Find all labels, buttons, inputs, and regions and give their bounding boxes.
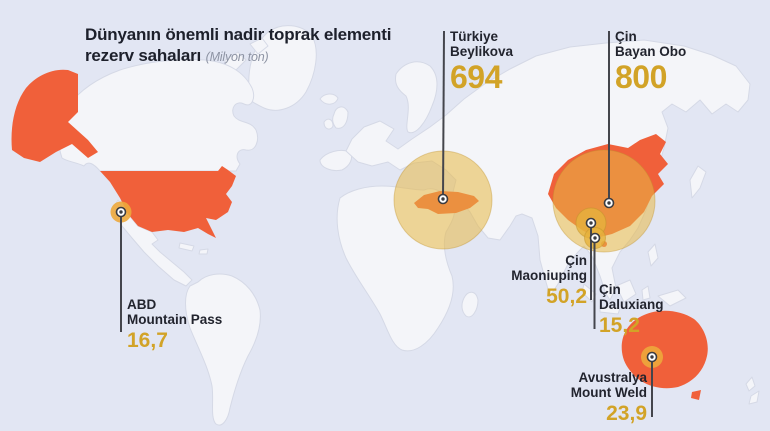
title-line2: rezerv sahaları (Milyon ton) [85,46,269,65]
island-cuba [178,242,195,252]
island-iceland [319,93,339,105]
europe-iberia [319,149,353,171]
country-usa-highlight [100,166,236,238]
continent-south-america [185,273,261,426]
island-ireland [323,118,334,130]
site-value: 16,7 [127,329,168,352]
island-hispaniola [198,248,209,255]
title-unit: (Milyon ton) [205,50,269,64]
site-country: Çin [599,282,621,297]
marker-mountain-pass [115,206,127,218]
island-java [599,305,621,315]
site-country: Çin [615,29,637,44]
marker-maoniuping [585,217,597,229]
marker-beylikova [437,193,449,205]
island-sulawesi [641,285,651,301]
country-australia-highlight [621,310,708,389]
marker-mount-weld [646,351,658,363]
site-label-daluxiang: Çin Daluxiang 15,2 [599,282,664,337]
site-value: 694 [450,59,502,95]
site-value: 23,9 [606,402,647,425]
island-new-zealand [745,376,756,392]
site-value: 15,2 [599,314,640,337]
leader-line-beylikova [442,30,445,200]
site-name: Daluxiang [599,297,664,312]
continent-canada [58,59,259,172]
country-usa-alaska-highlight [11,69,98,162]
site-name: Maoniuping [511,268,587,283]
island-new-guinea [657,289,687,307]
island-new-zealand [748,390,760,405]
site-label-mount-weld: Avustralya Mount Weld 23,9 [520,370,647,425]
site-name: Beylikova [450,44,514,59]
marker-bayan-obo [603,197,615,209]
island-madagascar [461,291,479,318]
site-label-bayan-obo: Çin Bayan Obo 800 [615,29,686,94]
page-title: Dünyanın önemli nadir toprak elementi re… [85,24,391,68]
island-borneo [615,279,637,303]
site-value: 800 [615,59,667,95]
title-line1: Dünyanın önemli nadir toprak elementi [85,25,392,44]
site-name: Mount Weld [570,385,647,400]
site-label-beylikova: Türkiye Beylikova 694 [450,29,513,94]
site-country: Çin [565,253,587,268]
site-country: ABD [127,297,157,312]
site-label-mountain-pass: ABD Mountain Pass 16,7 [127,297,222,352]
site-name: Mountain Pass [127,312,223,327]
site-name: Bayan Obo [615,44,687,59]
arctic-island [249,37,269,55]
island-philippines [647,243,659,267]
island-tasmania-highlight [691,390,701,400]
site-label-maoniuping: Çin Maoniuping 50,2 [470,253,587,308]
europe-scandinavia [395,61,438,134]
site-value: 50,2 [546,285,587,308]
site-country: Türkiye [450,29,499,44]
island-great-britain [332,106,349,129]
marker-daluxiang [589,232,601,244]
site-country: Avustralya [578,370,647,385]
island-japan [689,165,707,199]
